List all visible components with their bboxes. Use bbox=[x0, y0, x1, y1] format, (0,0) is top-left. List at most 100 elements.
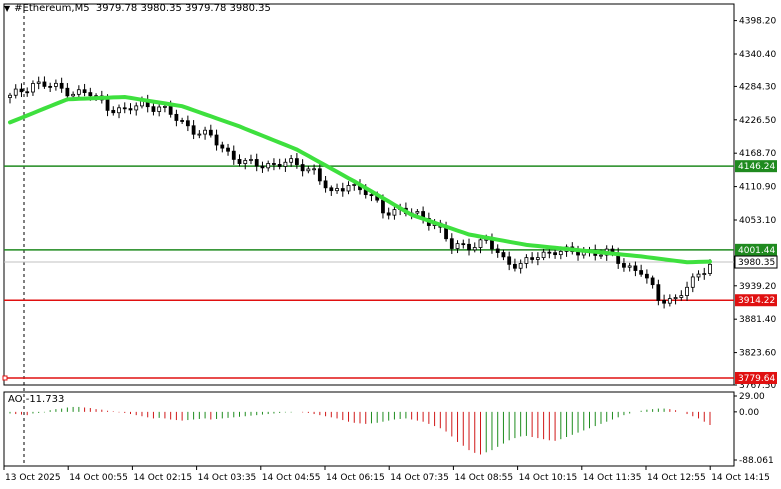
candle-body bbox=[622, 263, 626, 268]
candle-body bbox=[237, 158, 242, 164]
ao-histogram bbox=[9, 406, 711, 455]
candle-body bbox=[702, 273, 707, 275]
time-tick-label: 14 Oct 12:55 bbox=[647, 473, 706, 483]
candle-body bbox=[667, 298, 672, 304]
time-tick-label: 13 Oct 2025 bbox=[5, 473, 61, 483]
ao-pane-frame bbox=[3, 391, 735, 467]
time-tick-label: 14 Oct 04:55 bbox=[262, 473, 321, 483]
candle-body bbox=[507, 256, 512, 265]
candle-body bbox=[122, 107, 127, 110]
time-tick-label: 14 Oct 14:15 bbox=[711, 473, 770, 483]
candle-body bbox=[243, 160, 248, 164]
candle-body bbox=[541, 251, 546, 259]
candle-body bbox=[88, 92, 93, 97]
candle-body bbox=[71, 93, 76, 97]
level-3914-tag-label: 3914.22 bbox=[738, 296, 775, 306]
time-tick-label: 14 Oct 02:15 bbox=[133, 473, 192, 483]
price-tick-label: 3823.60 bbox=[739, 349, 776, 359]
candle-body bbox=[151, 106, 156, 112]
candle-body bbox=[599, 254, 603, 257]
candle-body bbox=[25, 91, 30, 94]
candle-body bbox=[249, 159, 253, 161]
candle-body bbox=[369, 194, 374, 197]
time-tick-label: 14 Oct 00:55 bbox=[69, 473, 128, 483]
candle-body bbox=[128, 108, 133, 111]
candle-body bbox=[208, 129, 213, 136]
candle-body bbox=[461, 243, 466, 246]
candle-body bbox=[76, 89, 81, 95]
price-pane-frame bbox=[3, 3, 735, 386]
ohlc-readout: 3979.78 3980.35 3979.78 3980.35 bbox=[95, 3, 271, 14]
candle-body bbox=[266, 163, 271, 169]
candle-body bbox=[644, 273, 649, 279]
time-tick-label: 14 Oct 07:35 bbox=[390, 473, 449, 483]
candle-body bbox=[553, 252, 557, 256]
level-anchor-marker bbox=[2, 375, 8, 381]
candle-body bbox=[260, 165, 265, 169]
ao-tick-label: -88.061 bbox=[739, 456, 774, 466]
candle-body bbox=[277, 164, 282, 167]
level-4146-tag bbox=[735, 160, 777, 173]
price-tick-label: 4110.90 bbox=[739, 183, 776, 193]
candle-body bbox=[13, 88, 18, 96]
candle-body bbox=[679, 295, 684, 298]
candle-body bbox=[656, 284, 661, 301]
candle-body bbox=[340, 188, 345, 192]
candle-body bbox=[272, 163, 276, 165]
candle-body bbox=[105, 99, 110, 111]
candle-body bbox=[535, 257, 540, 260]
candle-body bbox=[203, 129, 207, 135]
candle-body bbox=[547, 251, 552, 254]
candle-body bbox=[627, 265, 632, 268]
candle-body bbox=[467, 243, 471, 251]
price-tick-label: 4226.50 bbox=[739, 116, 776, 126]
candle-body bbox=[65, 87, 70, 97]
candle-body bbox=[197, 133, 202, 136]
candle-body bbox=[633, 265, 638, 271]
candle-body bbox=[54, 82, 58, 87]
candle-body bbox=[317, 168, 322, 182]
candle-body bbox=[306, 168, 311, 172]
price-candles bbox=[8, 76, 712, 309]
candle-body bbox=[708, 263, 712, 274]
candle-body bbox=[134, 105, 139, 111]
candle-body bbox=[174, 113, 179, 121]
candle-body bbox=[335, 188, 339, 192]
candle-body bbox=[163, 106, 167, 108]
candle-body bbox=[386, 212, 391, 216]
candle-body bbox=[214, 134, 219, 146]
candle-body bbox=[415, 211, 420, 214]
candle-body bbox=[231, 150, 236, 160]
candle-body bbox=[168, 106, 173, 115]
price-tick-label: 4284.30 bbox=[739, 82, 776, 92]
candle-body bbox=[185, 120, 190, 127]
candle-body bbox=[111, 109, 116, 114]
time-tick-label: 14 Oct 10:15 bbox=[519, 473, 578, 483]
candle-body bbox=[524, 257, 529, 264]
chart-header: ▼ #Ethereum,M5 3979.78 3980.35 3979.78 39… bbox=[4, 3, 271, 14]
level-3914-tag bbox=[735, 294, 777, 307]
symbol-label: #Ethereum,M5 bbox=[14, 3, 90, 14]
candle-body bbox=[501, 252, 506, 258]
ao-tick-label: 29.00 bbox=[739, 392, 765, 402]
time-tick-label: 14 Oct 06:15 bbox=[326, 473, 385, 483]
candle-body bbox=[352, 184, 357, 186]
candle-body bbox=[283, 161, 288, 167]
candle-body bbox=[157, 106, 162, 112]
candle-body bbox=[82, 89, 87, 93]
candle-body bbox=[513, 263, 517, 269]
level-3779-tag-label: 3779.64 bbox=[738, 374, 775, 384]
candle-body bbox=[117, 107, 121, 114]
price-tick-label: 3767.50 bbox=[739, 381, 776, 391]
candle-body bbox=[329, 187, 334, 192]
candle-body bbox=[530, 257, 535, 260]
candle-body bbox=[673, 297, 678, 300]
candle-body bbox=[289, 158, 294, 163]
price-tick-label: 3881.40 bbox=[739, 315, 776, 325]
triangle-down-icon[interactable]: ▼ bbox=[4, 4, 11, 13]
time-tick-label: 14 Oct 08:55 bbox=[454, 473, 513, 483]
candle-body bbox=[36, 81, 41, 84]
candle-body bbox=[346, 185, 351, 192]
